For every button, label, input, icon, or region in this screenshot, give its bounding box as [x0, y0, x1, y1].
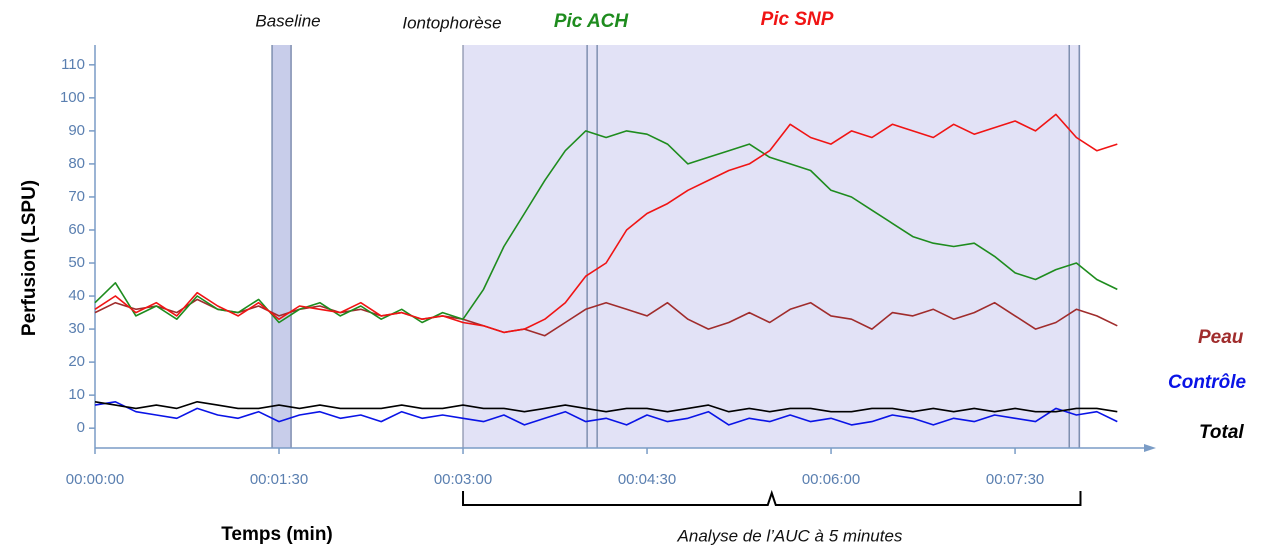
- shaded-region: [463, 45, 1081, 448]
- legend-label: Contrôle: [1168, 372, 1247, 393]
- legend-label: Total: [1199, 422, 1244, 443]
- series-line: [94, 401, 1118, 426]
- axis-arrow: [1144, 444, 1156, 452]
- annotation: Baseline: [255, 11, 320, 30]
- y-tick-label: 0: [77, 419, 85, 436]
- x-tick-label: 00:06:00: [802, 471, 860, 488]
- baseline-region: [272, 45, 292, 448]
- y-tick-label: 10: [68, 386, 85, 403]
- annotation: Analyse de l’AUC à 5 minutes: [677, 526, 903, 545]
- series-line: [94, 401, 1118, 413]
- auc-brace: [462, 489, 1082, 506]
- y-tick-label: 20: [68, 353, 85, 370]
- y-tick-label: 40: [68, 287, 85, 304]
- series-line: [94, 130, 1118, 324]
- annotation: Iontophorèse: [402, 13, 501, 32]
- x-tick-label: 00:04:30: [618, 471, 676, 488]
- y-tick-label: 80: [68, 155, 85, 172]
- y-tick-label: 60: [68, 221, 85, 238]
- x-tick-label: 00:03:00: [434, 471, 492, 488]
- series-line: [94, 113, 1118, 334]
- y-tick-label: 110: [61, 56, 85, 73]
- y-tick-label: 50: [68, 254, 85, 271]
- x-tick-label: 00:01:30: [250, 471, 308, 488]
- y-tick-label: 30: [68, 320, 85, 337]
- y-axis-label: Perfusion (LSPU): [19, 180, 40, 336]
- legend-label: Peau: [1198, 327, 1244, 348]
- x-tick-label: 00:07:30: [986, 471, 1044, 488]
- y-tick-label: 100: [60, 89, 85, 106]
- x-axis-label: Temps (min): [221, 524, 333, 545]
- legend-label: Pic SNP: [761, 9, 834, 30]
- y-tick-label: 90: [68, 122, 85, 139]
- y-tick-label: 70: [68, 188, 85, 205]
- series-line: [94, 298, 1118, 337]
- x-tick-label: 00:00:00: [66, 471, 124, 488]
- legend-label: Pic ACH: [554, 11, 630, 32]
